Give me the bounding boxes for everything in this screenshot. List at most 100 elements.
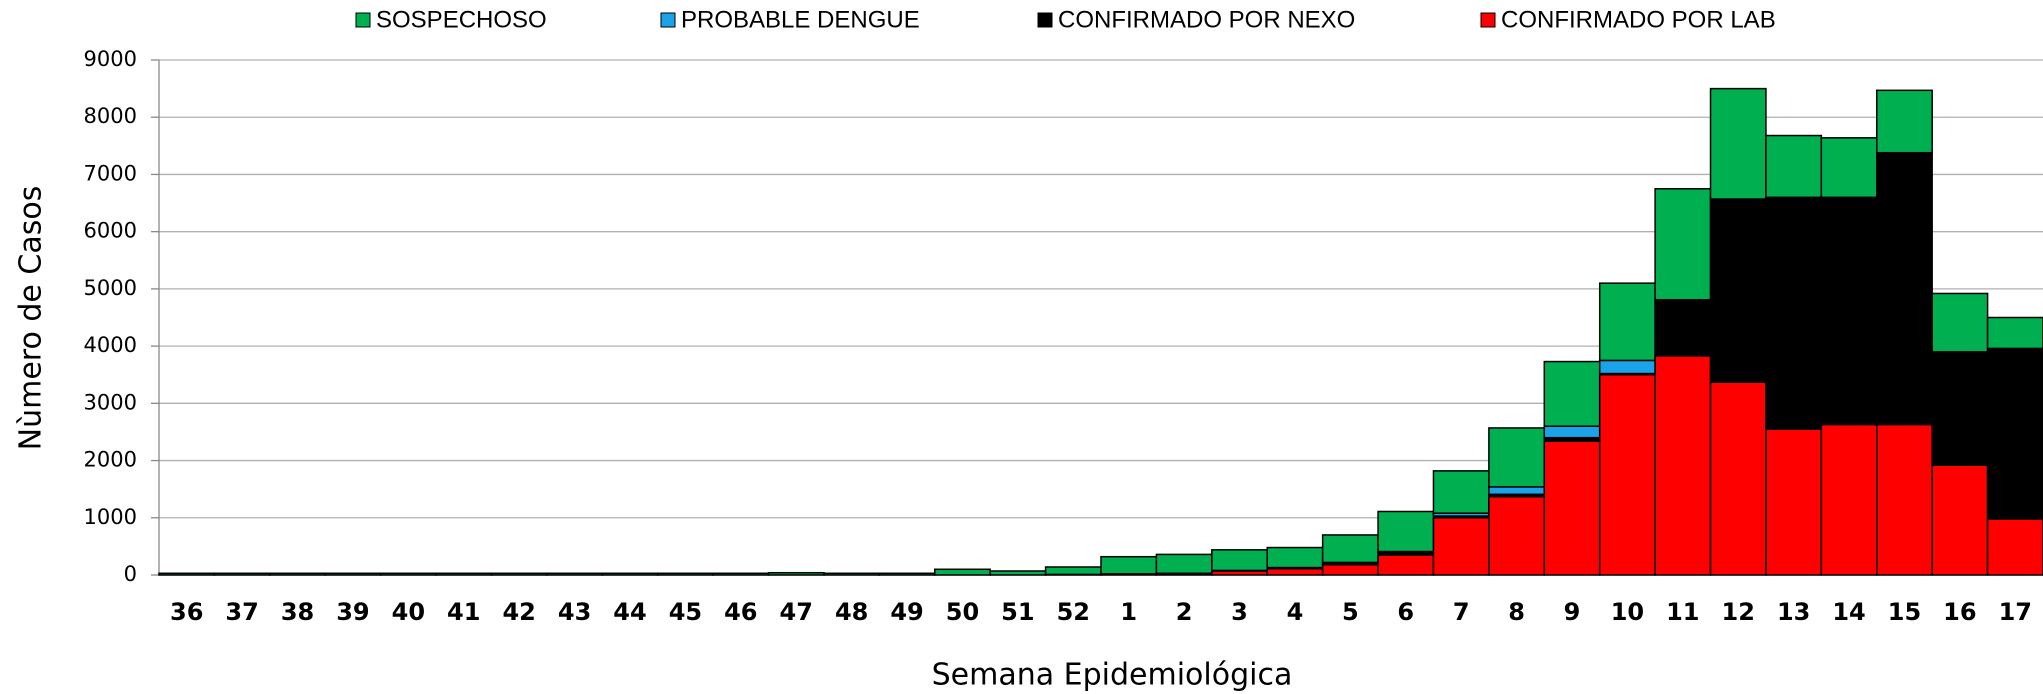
bar-segment xyxy=(490,572,548,576)
x-tick-label: 13 xyxy=(1777,598,1810,626)
x-tick-label: 51 xyxy=(1001,598,1034,626)
x-tick-label: 49 xyxy=(890,598,923,626)
bar-segment xyxy=(1654,188,1712,301)
bar-segment xyxy=(1598,282,1656,362)
x-tick-label: 3 xyxy=(1231,598,1248,626)
bar-segment xyxy=(1765,134,1823,199)
legend-label: CONFIRMADO POR LAB xyxy=(1501,6,1776,33)
legend-label: CONFIRMADO POR NEXO xyxy=(1058,6,1355,33)
bar-segment xyxy=(1211,549,1268,572)
bar-segment xyxy=(1765,196,1823,430)
x-tick-label: 1 xyxy=(1120,598,1137,626)
x-tick-label: 7 xyxy=(1453,598,1470,626)
bar-segment xyxy=(1876,423,1933,576)
bar-segment xyxy=(269,572,326,576)
x-tick-label: 39 xyxy=(336,598,369,626)
bar-segment xyxy=(324,572,382,576)
legend-swatch xyxy=(355,12,371,28)
bar-segment xyxy=(1986,518,2043,576)
bar-segment xyxy=(878,572,936,576)
bar-segment xyxy=(379,572,437,576)
bar-segment xyxy=(1377,554,1435,576)
x-tick-label: 47 xyxy=(780,598,813,626)
bar-segment xyxy=(1986,316,2043,350)
bar-segment xyxy=(1432,470,1490,514)
bar-segment xyxy=(1931,292,1989,353)
bar-segment xyxy=(1488,486,1546,496)
bar-segment xyxy=(1598,359,1656,375)
bar-segment xyxy=(1709,87,1767,200)
bar-segment xyxy=(1488,427,1546,488)
bar-segment xyxy=(1598,373,1656,576)
bar-segment xyxy=(934,568,991,576)
x-tick-label: 37 xyxy=(225,598,258,626)
x-tick-label: 42 xyxy=(502,598,535,626)
bar-segment xyxy=(1543,425,1601,439)
legend-label: PROBABLE DENGUE xyxy=(681,6,920,33)
bar-segment xyxy=(158,572,216,576)
x-tick-label: 15 xyxy=(1888,598,1921,626)
x-tick-label: 14 xyxy=(1832,598,1865,626)
bar-segment xyxy=(1543,440,1601,576)
bar-segment xyxy=(1321,534,1379,564)
y-tick-label: 7000 xyxy=(84,161,137,185)
x-axis-title: Semana Epidemiológica xyxy=(932,658,1293,693)
y-tick-label: 9000 xyxy=(84,47,137,71)
x-tick-label: 6 xyxy=(1397,598,1414,626)
bar-segment xyxy=(1432,517,1490,576)
legend-label: SOSPECHOSO xyxy=(376,6,547,33)
bar-segment xyxy=(1709,198,1767,383)
y-tick-label: 2000 xyxy=(84,448,137,472)
bar-segment xyxy=(1155,553,1213,575)
bar-segment xyxy=(1876,89,1933,154)
x-tick-label: 12 xyxy=(1722,598,1755,626)
x-tick-label: 52 xyxy=(1057,598,1090,626)
bar-segment xyxy=(823,572,881,576)
bar-segment xyxy=(1543,360,1601,427)
legend-swatch xyxy=(1480,12,1496,28)
bar-segment xyxy=(1986,347,2043,520)
bar-segment xyxy=(1709,381,1767,576)
bar-segment xyxy=(656,572,714,576)
bar-segment xyxy=(213,572,271,576)
bar-segment xyxy=(601,572,659,576)
bar-segment xyxy=(712,572,770,576)
x-tick-label: 10 xyxy=(1611,598,1644,626)
x-tick-label: 38 xyxy=(281,598,314,626)
bar-segment xyxy=(1820,423,1878,576)
bar-segment xyxy=(989,570,1047,576)
bar-segment xyxy=(1266,546,1324,569)
bar-segment xyxy=(1044,566,1102,576)
x-tick-label: 4 xyxy=(1287,598,1304,626)
bar-segment xyxy=(435,572,493,576)
bar-segment xyxy=(767,571,825,576)
x-tick-label: 40 xyxy=(392,598,425,626)
legend-swatch xyxy=(660,12,676,28)
bar-segment xyxy=(1931,464,1989,576)
x-tick-label: 17 xyxy=(1999,598,2032,626)
bar-segment xyxy=(1266,567,1324,576)
bar-segment xyxy=(1100,555,1158,575)
bar-segment xyxy=(546,572,604,576)
bar-segment xyxy=(1377,510,1435,553)
y-tick-label: 3000 xyxy=(84,390,137,414)
x-tick-label: 9 xyxy=(1564,598,1581,626)
x-tick-label: 2 xyxy=(1176,598,1193,626)
y-tick-label: 4000 xyxy=(84,333,137,357)
bar-segment xyxy=(1876,151,1933,426)
x-tick-label: 48 xyxy=(835,598,868,626)
y-tick-label: 6000 xyxy=(84,219,137,243)
legend-swatch xyxy=(1037,12,1053,28)
bar-segment xyxy=(1321,563,1379,576)
x-tick-label: 41 xyxy=(447,598,480,626)
bar-segment xyxy=(1765,428,1823,576)
y-tick-label: 8000 xyxy=(84,104,137,128)
x-tick-label: 45 xyxy=(669,598,702,626)
x-tick-label: 43 xyxy=(558,598,591,626)
bar-segment xyxy=(1931,351,1989,466)
bar-segment xyxy=(1654,299,1712,357)
y-tick-label: 5000 xyxy=(84,276,137,300)
x-tick-label: 5 xyxy=(1342,598,1359,626)
y-tick-label: 0 xyxy=(124,562,137,586)
